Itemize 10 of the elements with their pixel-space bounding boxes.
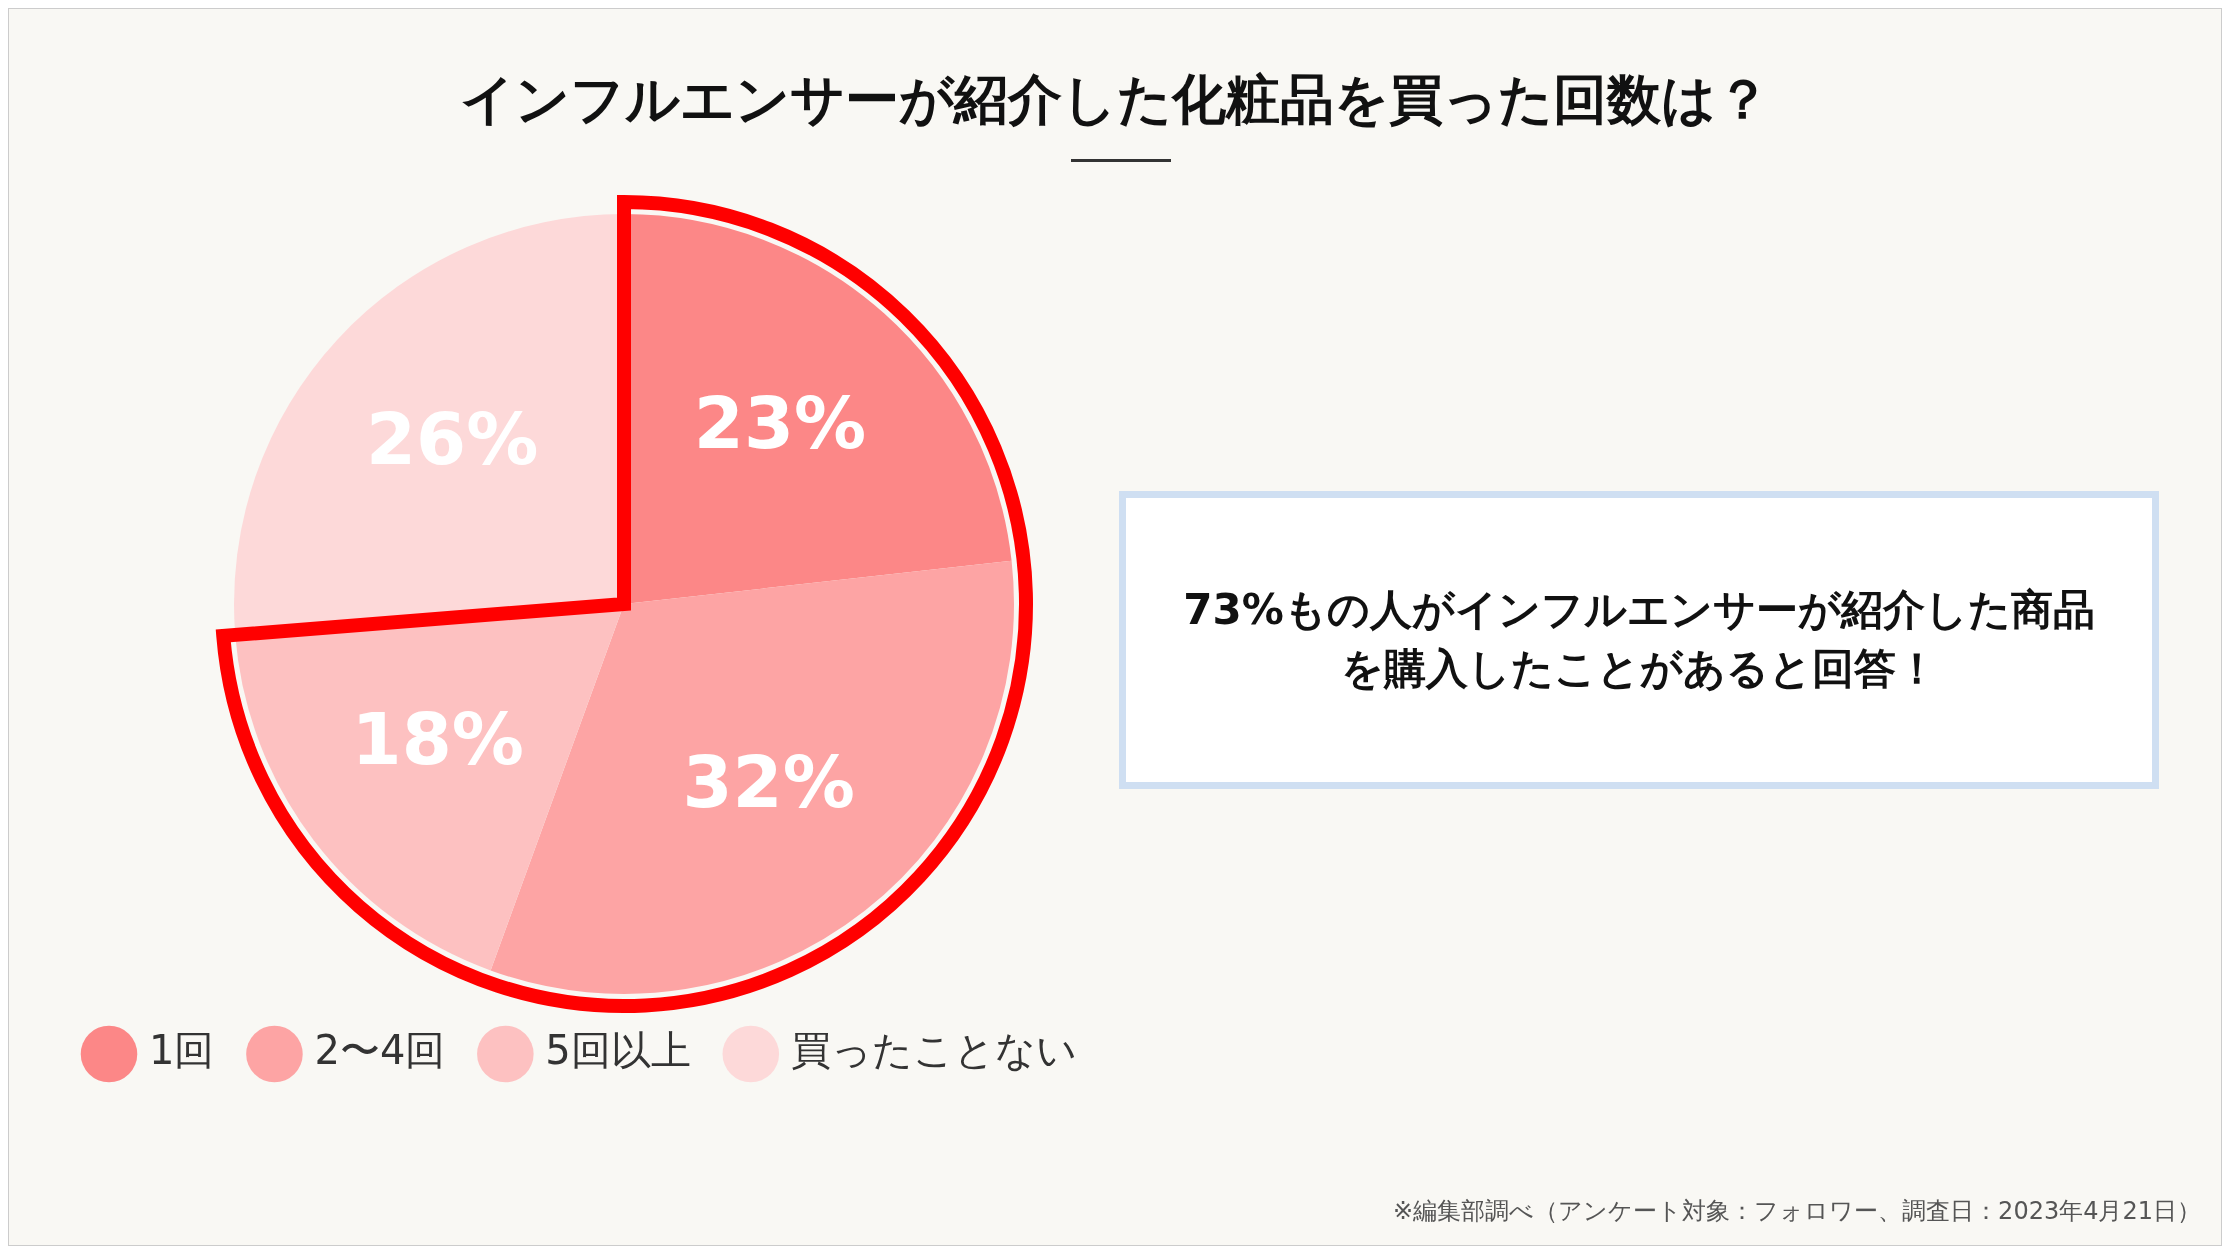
legend-label: 買ったことない (790, 1027, 1077, 1074)
chart-title: インフルエンサーが紹介した化粧品を買った回数は？ (459, 67, 1771, 133)
data-label: 23% (693, 381, 867, 466)
legend-label: 2〜4回 (314, 1027, 446, 1074)
legend-label: 5回以上 (545, 1027, 691, 1074)
text: 73%もの人がインフルエンサーが紹介した商品を購入したことがあると回答！ (1182, 584, 2096, 695)
data-label: 18% (351, 697, 524, 782)
text: ※編集部調べ（アンケート対象：フォロワー、調査日：2023年4月21日） (1393, 1196, 2201, 1227)
legend-label: 1回 (149, 1027, 215, 1074)
data-label: 32% (682, 739, 855, 824)
